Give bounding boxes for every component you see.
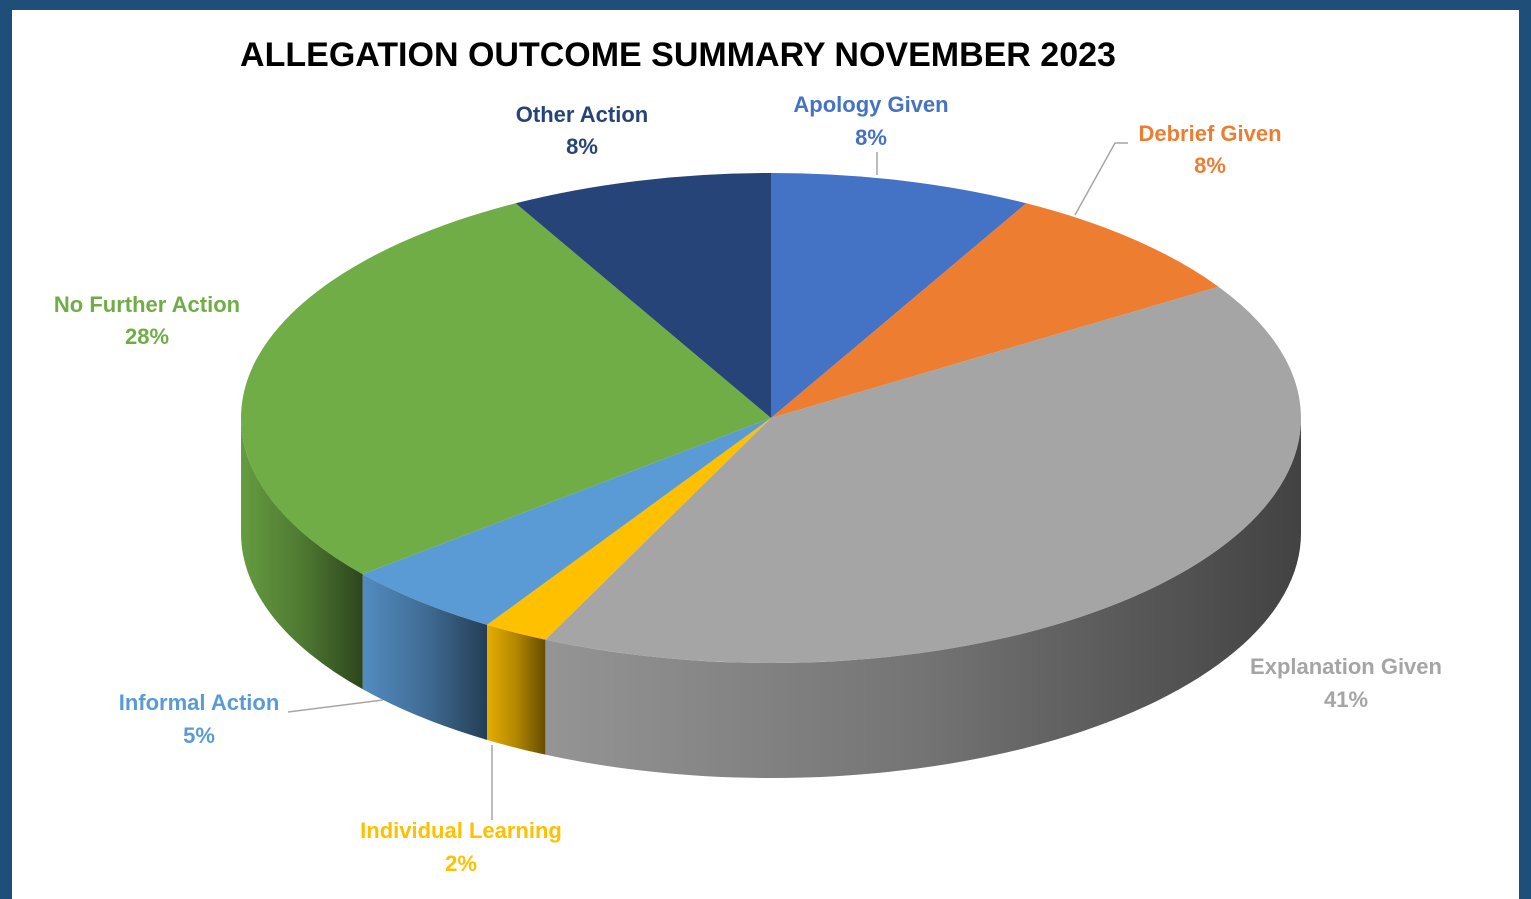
leader-line	[1074, 142, 1128, 216]
pie-slice	[362, 418, 771, 625]
slice-value-label: 8%	[566, 134, 598, 159]
slice-value-label: 8%	[855, 125, 887, 150]
pie-slice	[771, 203, 1219, 418]
pie-tops	[241, 173, 1301, 663]
side-shade	[241, 418, 363, 690]
slice-label: No Further Action	[54, 292, 240, 317]
slice-value-label: 5%	[183, 723, 215, 748]
slice-value-label: 41%	[1324, 687, 1368, 712]
slice-label: Individual Learning	[360, 818, 562, 843]
slice-value-label: 8%	[1194, 153, 1226, 178]
labels: Apology Given 8% Debrief Given 8% Explanatio…	[54, 92, 1442, 876]
chart-title: ALLEGATION OUTCOME SUMMARY NOVEMBER 2023	[240, 36, 1116, 74]
slice-label: Apology Given	[793, 92, 948, 117]
slice-label: Informal Action	[119, 690, 280, 715]
pie-slice	[241, 203, 771, 575]
pie-slice	[515, 173, 771, 418]
pie-slice	[771, 173, 1027, 418]
side-shade	[545, 418, 1301, 778]
pie-sides	[241, 418, 1301, 778]
side-shade	[487, 624, 546, 755]
slice-label: Debrief Given	[1138, 121, 1281, 146]
side-shade	[362, 574, 488, 740]
slice-label: Explanation Given	[1250, 654, 1442, 679]
pie-slice	[487, 418, 771, 640]
slice-value-label: 2%	[445, 851, 477, 876]
slice-value-label: 28%	[125, 324, 169, 349]
pie-slice	[545, 286, 1301, 663]
slice-label: Other Action	[516, 102, 648, 127]
leader-line	[287, 699, 384, 713]
